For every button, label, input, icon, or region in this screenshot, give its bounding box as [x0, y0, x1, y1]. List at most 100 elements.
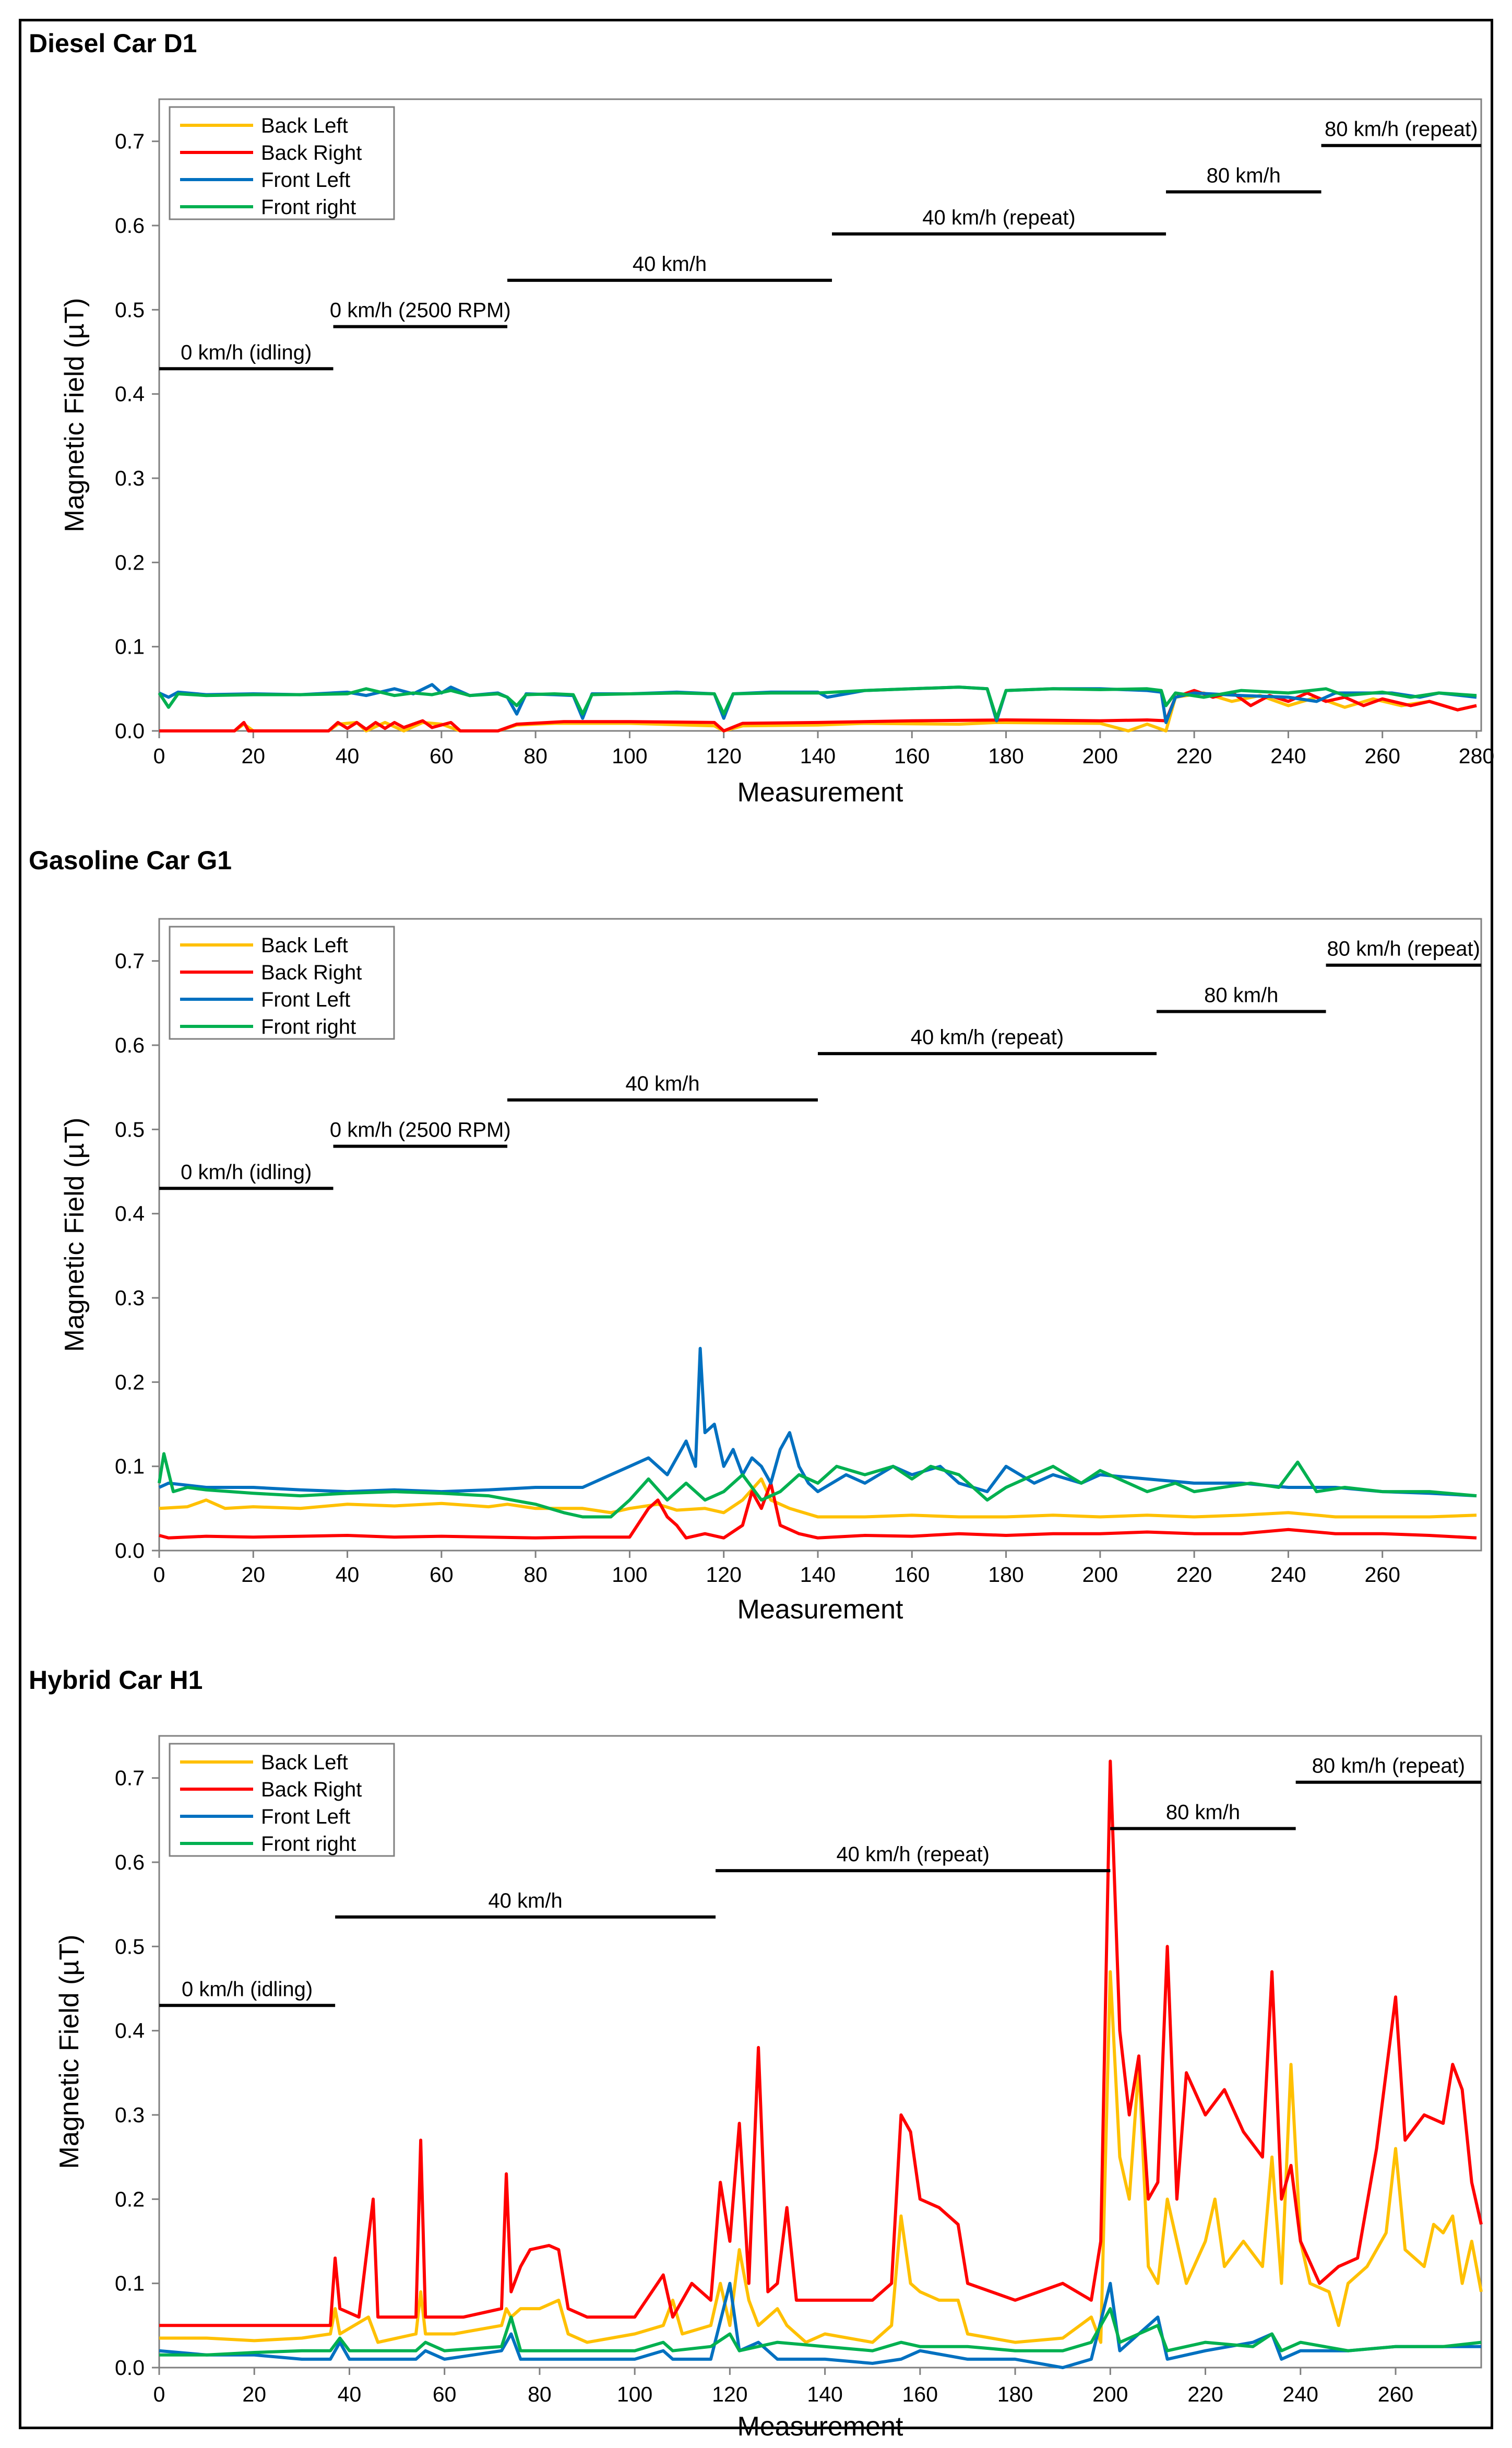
x-tick-label: 100	[612, 744, 647, 768]
x-tick-label: 200	[1092, 2382, 1128, 2406]
legend-label: Front Left	[261, 169, 350, 192]
x-tick-label: 240	[1270, 1563, 1306, 1587]
x-tick-label: 200	[1082, 744, 1118, 768]
y-tick-label: 0.1	[115, 1454, 145, 1479]
segment-label: 40 km/h (repeat)	[911, 1026, 1064, 1049]
x-tick-label: 60	[433, 2382, 457, 2406]
legend-label: Back Left	[261, 934, 348, 957]
x-tick-label: 80	[523, 744, 547, 768]
chart-panel-2: Gasoline Car G1 0.0 0.1 0.2 0.3 0.4 0.5 0.6 0.7 0…	[29, 846, 1482, 1625]
legend-label: Back Right	[261, 141, 362, 164]
x-tick-label: 40	[336, 744, 360, 768]
segment-label: 0 km/h (idling)	[181, 1161, 312, 1184]
y-tick-label: 0.4	[115, 2019, 145, 2043]
x-tick-label: 220	[1187, 2382, 1223, 2406]
y-axis-label: Magnetic Field (µT)	[59, 298, 90, 533]
chart-title: Gasoline Car G1	[29, 846, 232, 875]
x-tick-label: 180	[997, 2382, 1033, 2406]
series-line-front-right	[158, 1452, 1477, 1519]
segment-label: 80 km/h (repeat)	[1312, 1755, 1465, 1778]
y-tick-label: 0.1	[115, 2272, 145, 2296]
plot-area	[158, 918, 1482, 1552]
y-tick-label: 0.6	[115, 214, 145, 238]
legend-label: Back Left	[261, 1751, 348, 1774]
x-tick-label: 260	[1378, 2382, 1413, 2406]
y-tick-label: 0.6	[115, 1850, 145, 1874]
y-tick-label: 0.2	[115, 550, 145, 574]
legend-label: Front right	[261, 196, 356, 219]
legend-label: Back Left	[261, 114, 348, 137]
x-tick-label: 60	[430, 1563, 454, 1587]
x-tick-label: 60	[430, 744, 454, 768]
x-tick-label: 120	[712, 2382, 747, 2406]
chart-panel-3: Hybrid Car H1 0.0 0.1 0.2 0.3 0.4 0.5 0.6 0.7 0 20…	[29, 1665, 1483, 2442]
series-line-back-right	[159, 689, 1477, 732]
x-tick-label: 80	[523, 1563, 547, 1587]
x-axis-label: Measurement	[737, 2411, 903, 2442]
x-tick-label: 160	[894, 744, 930, 768]
series-line-back-left	[159, 1970, 1483, 2344]
series-line-back-right	[159, 1759, 1483, 2327]
x-tick-label: 120	[706, 1563, 741, 1587]
x-tick-label: 140	[800, 1563, 836, 1587]
segment-label: 80 km/h (repeat)	[1325, 118, 1478, 141]
segment-label: 80 km/h	[1166, 1801, 1240, 1824]
segment-label: 40 km/h (repeat)	[836, 1843, 989, 1866]
x-tick-label: 40	[336, 1563, 360, 1587]
y-tick-label: 0.2	[115, 2187, 145, 2211]
legend-label: Back Right	[261, 961, 362, 984]
segment-label: 0 km/h (2500 RPM)	[330, 1119, 511, 1142]
series-line-front-right	[158, 685, 1477, 720]
x-tick-label: 100	[612, 1563, 647, 1587]
series-line-front-right	[159, 2307, 1482, 2357]
legend-label: Front right	[261, 1832, 356, 1855]
x-tick-label: 0	[153, 2382, 165, 2406]
chart-panel-1: Diesel Car D1 0.0 0.1 0.2 0.3 0.4 0.5 0.6 0.7 0 20…	[29, 29, 1494, 808]
y-tick-label: 0.4	[115, 382, 145, 406]
figure-frame	[19, 19, 1493, 2429]
y-axis-label: Magnetic Field (µT)	[59, 1118, 90, 1352]
y-tick-label: 0.5	[115, 1117, 145, 1141]
legend-label: Front Left	[261, 988, 350, 1011]
x-tick-label: 20	[241, 744, 265, 768]
x-tick-label: 280	[1459, 744, 1494, 768]
x-tick-label: 0	[153, 1563, 165, 1587]
y-tick-label: 0.5	[115, 1934, 145, 1958]
y-tick-label: 0.3	[115, 2103, 145, 2127]
segment-label: 80 km/h	[1204, 984, 1278, 1007]
y-tick-label: 0.3	[115, 1286, 145, 1310]
segment-label: 80 km/h (repeat)	[1327, 938, 1480, 961]
segment-label: 40 km/h	[488, 1889, 562, 1912]
x-tick-label: 140	[807, 2382, 842, 2406]
series-line-back-left	[159, 1477, 1477, 1519]
x-axis-label: Measurement	[737, 777, 903, 808]
plot-area	[158, 1735, 1482, 2369]
segment-label: 0 km/h (2500 RPM)	[330, 299, 511, 322]
chart-title: Hybrid Car H1	[29, 1665, 203, 1695]
x-tick-label: 20	[241, 1563, 265, 1587]
x-tick-label: 180	[988, 1563, 1023, 1587]
y-tick-label: 0.7	[115, 949, 145, 973]
y-tick-label: 0.3	[115, 466, 145, 490]
x-axis-label: Measurement	[737, 1594, 903, 1625]
segment-label: 40 km/h (repeat)	[922, 206, 1075, 229]
segment-label: 80 km/h	[1207, 164, 1281, 187]
x-tick-label: 160	[894, 1563, 930, 1587]
x-tick-label: 20	[242, 2382, 266, 2406]
y-tick-label: 0.4	[115, 1202, 145, 1226]
series-line-front-left	[159, 2281, 1481, 2369]
segment-label: 0 km/h (idling)	[181, 341, 312, 364]
segment-label: 0 km/h (idling)	[182, 1978, 313, 2001]
y-tick-label: 0.5	[115, 298, 145, 322]
legend-label: Front right	[261, 1015, 356, 1038]
y-axis-label: Magnetic Field (µT)	[54, 1935, 85, 2169]
x-tick-label: 200	[1082, 1563, 1118, 1587]
x-tick-label: 220	[1176, 1563, 1212, 1587]
series-line-front-left	[158, 1346, 1477, 1498]
y-tick-label: 0.7	[115, 129, 145, 153]
legend-box	[169, 106, 395, 220]
segment-label: 40 km/h	[633, 253, 707, 276]
x-tick-label: 260	[1364, 1563, 1400, 1587]
x-tick-label: 240	[1270, 744, 1306, 768]
